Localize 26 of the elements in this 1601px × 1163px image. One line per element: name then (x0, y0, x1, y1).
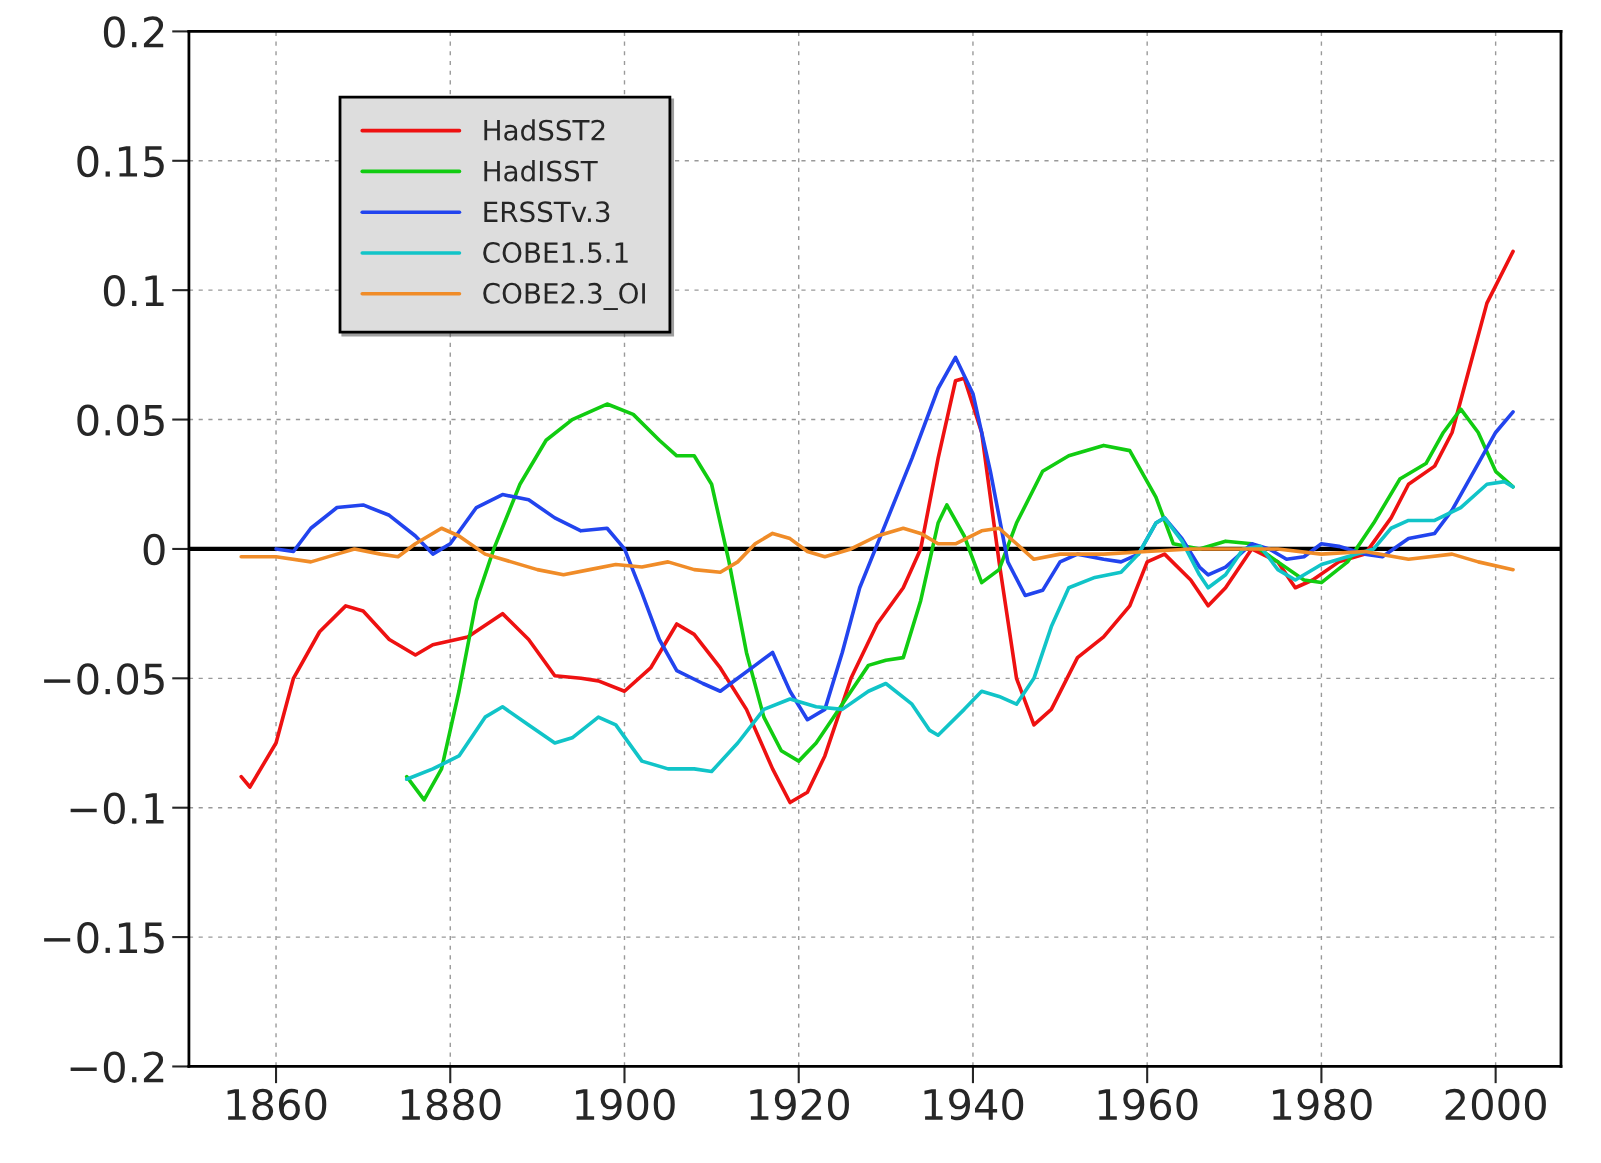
line-series (404, 402, 1515, 802)
x-tick-label: 1940 (924, 1088, 1024, 1121)
line-series (274, 355, 1515, 722)
x-tick-label: 1880 (401, 1088, 501, 1121)
y-tick-label: −0.1 (70, 792, 164, 825)
x-tick-label: 1920 (750, 1088, 849, 1121)
legend-label: COBE2.3_OI (483, 282, 645, 311)
x-tick-label: 2000 (1445, 1088, 1546, 1121)
y-tick-label: 0.05 (77, 404, 164, 436)
x-tick-label: 1900 (576, 1088, 675, 1121)
legend-label: ERSSTv.3 (484, 201, 610, 223)
y-tick-label: −0.15 (44, 921, 164, 954)
y-tick-label: −0.05 (44, 663, 164, 695)
y-tick-label: 0.2 (103, 16, 164, 48)
x-tick-label: 1960 (1098, 1088, 1198, 1121)
line-series (239, 526, 1515, 577)
y-tick-label: 0.1 (103, 275, 164, 307)
y-tick-label: 0.15 (77, 145, 164, 178)
legend-label: COBE1.5.1 (483, 242, 628, 264)
legend-label: HadSST2 (484, 119, 605, 141)
x-tick-label: 1860 (227, 1088, 327, 1121)
y-tick-label: −0.2 (70, 1051, 164, 1083)
line-series (404, 479, 1515, 782)
x-tick-label: 1980 (1272, 1088, 1372, 1121)
legend-label: HadISST (484, 160, 598, 182)
y-tick-label: 0 (143, 533, 165, 566)
